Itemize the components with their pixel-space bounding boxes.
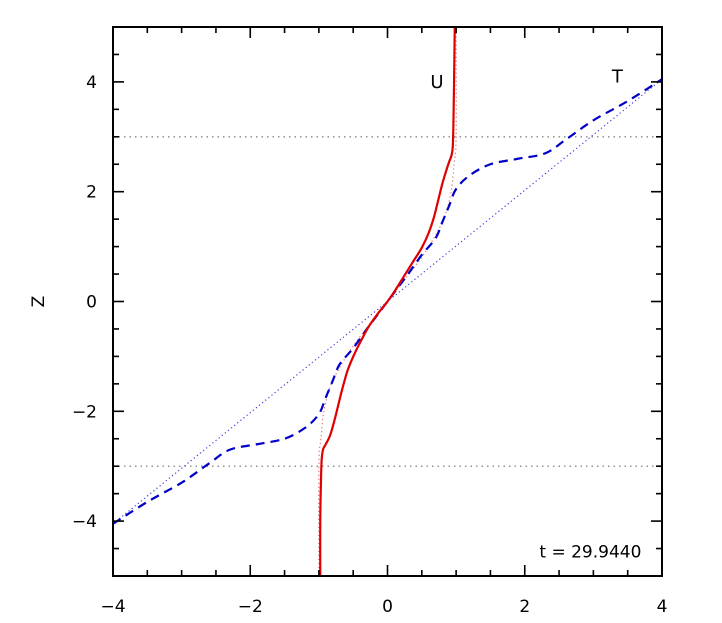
series-t <box>113 78 662 525</box>
series-u-reference <box>318 27 457 576</box>
x-tick-label: 2 <box>519 597 530 617</box>
y-axis-title: Z <box>29 296 49 308</box>
y-tick-label: 2 <box>86 183 97 203</box>
y-tick-label: −2 <box>72 402 97 422</box>
series-t-reference <box>113 78 662 525</box>
time-annotation: t = 29.9440 <box>539 542 641 562</box>
series-label-u: U <box>430 72 443 93</box>
tick-labels: −4 −2 0 2 4 −4 −2 0 2 4 <box>72 73 667 617</box>
y-tick-label: 4 <box>86 73 97 93</box>
x-tick-label: 4 <box>657 597 668 617</box>
y-tick-label: −4 <box>72 512 97 532</box>
series-layer <box>113 27 662 576</box>
x-tick-label: −4 <box>100 597 125 617</box>
series-u <box>319 27 456 576</box>
ticks <box>112 26 663 577</box>
x-tick-label: 0 <box>382 597 393 617</box>
series-label-t: T <box>611 66 624 87</box>
x-tick-label: −2 <box>238 597 263 617</box>
y-tick-label: 0 <box>86 293 97 313</box>
